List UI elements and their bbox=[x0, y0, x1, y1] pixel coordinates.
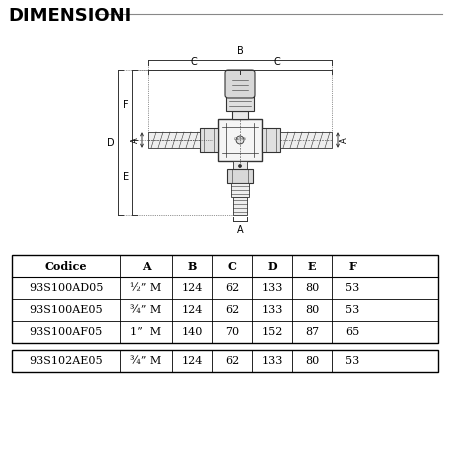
Text: 124: 124 bbox=[181, 283, 203, 293]
Bar bbox=[233, 197, 247, 215]
Text: 124: 124 bbox=[181, 356, 203, 366]
Text: C: C bbox=[191, 57, 198, 67]
Text: 93S100AF05: 93S100AF05 bbox=[29, 327, 103, 337]
Text: A: A bbox=[142, 261, 150, 271]
Bar bbox=[200, 128, 218, 152]
Text: 93S102AE05: 93S102AE05 bbox=[29, 356, 103, 366]
Text: A: A bbox=[131, 137, 140, 143]
Text: 53: 53 bbox=[345, 283, 359, 293]
Bar bbox=[227, 169, 253, 183]
Bar bbox=[262, 128, 280, 152]
Text: 1”  M: 1” M bbox=[130, 327, 162, 337]
Text: A: A bbox=[340, 137, 349, 143]
Text: 133: 133 bbox=[261, 283, 283, 293]
Circle shape bbox=[236, 136, 244, 144]
Text: 152: 152 bbox=[261, 327, 283, 337]
Bar bbox=[280, 132, 332, 148]
Bar bbox=[218, 119, 262, 161]
Text: 80: 80 bbox=[305, 283, 319, 293]
Text: B: B bbox=[237, 46, 243, 56]
Text: 62: 62 bbox=[225, 283, 239, 293]
Text: 62: 62 bbox=[225, 356, 239, 366]
Text: 133: 133 bbox=[261, 305, 283, 315]
Bar bbox=[12, 255, 438, 343]
Text: 93S100AD05: 93S100AD05 bbox=[29, 283, 103, 293]
Text: E: E bbox=[308, 261, 316, 271]
Text: B: B bbox=[187, 261, 197, 271]
Text: F: F bbox=[123, 100, 129, 110]
Text: E: E bbox=[123, 172, 129, 183]
Text: Codice: Codice bbox=[45, 261, 87, 271]
Text: 80: 80 bbox=[305, 356, 319, 366]
Bar bbox=[148, 132, 200, 148]
Text: A: A bbox=[237, 225, 243, 235]
Text: ¾” M: ¾” M bbox=[130, 305, 162, 315]
Text: DIMENSIONI: DIMENSIONI bbox=[8, 7, 131, 25]
Text: C: C bbox=[228, 261, 236, 271]
Text: 124: 124 bbox=[181, 305, 203, 315]
Text: 65: 65 bbox=[345, 327, 359, 337]
Bar bbox=[231, 183, 249, 197]
Text: F: F bbox=[348, 261, 356, 271]
Text: D: D bbox=[108, 138, 115, 148]
Text: 70: 70 bbox=[225, 327, 239, 337]
Text: 80: 80 bbox=[305, 305, 319, 315]
Text: 93S100AE05: 93S100AE05 bbox=[29, 305, 103, 315]
Bar bbox=[233, 161, 247, 169]
Bar bbox=[226, 95, 254, 111]
Text: Caleffi: Caleffi bbox=[234, 137, 247, 141]
Bar bbox=[12, 350, 438, 372]
Text: 62: 62 bbox=[225, 305, 239, 315]
Text: 133: 133 bbox=[261, 356, 283, 366]
Text: C: C bbox=[274, 57, 280, 67]
Text: ½” M: ½” M bbox=[130, 283, 162, 293]
Text: 140: 140 bbox=[181, 327, 203, 337]
Text: 87: 87 bbox=[305, 327, 319, 337]
Circle shape bbox=[238, 165, 242, 167]
Text: 53: 53 bbox=[345, 356, 359, 366]
Bar bbox=[232, 111, 248, 119]
FancyBboxPatch shape bbox=[225, 70, 255, 98]
Text: D: D bbox=[267, 261, 277, 271]
Text: ¾” M: ¾” M bbox=[130, 356, 162, 366]
Text: 53: 53 bbox=[345, 305, 359, 315]
